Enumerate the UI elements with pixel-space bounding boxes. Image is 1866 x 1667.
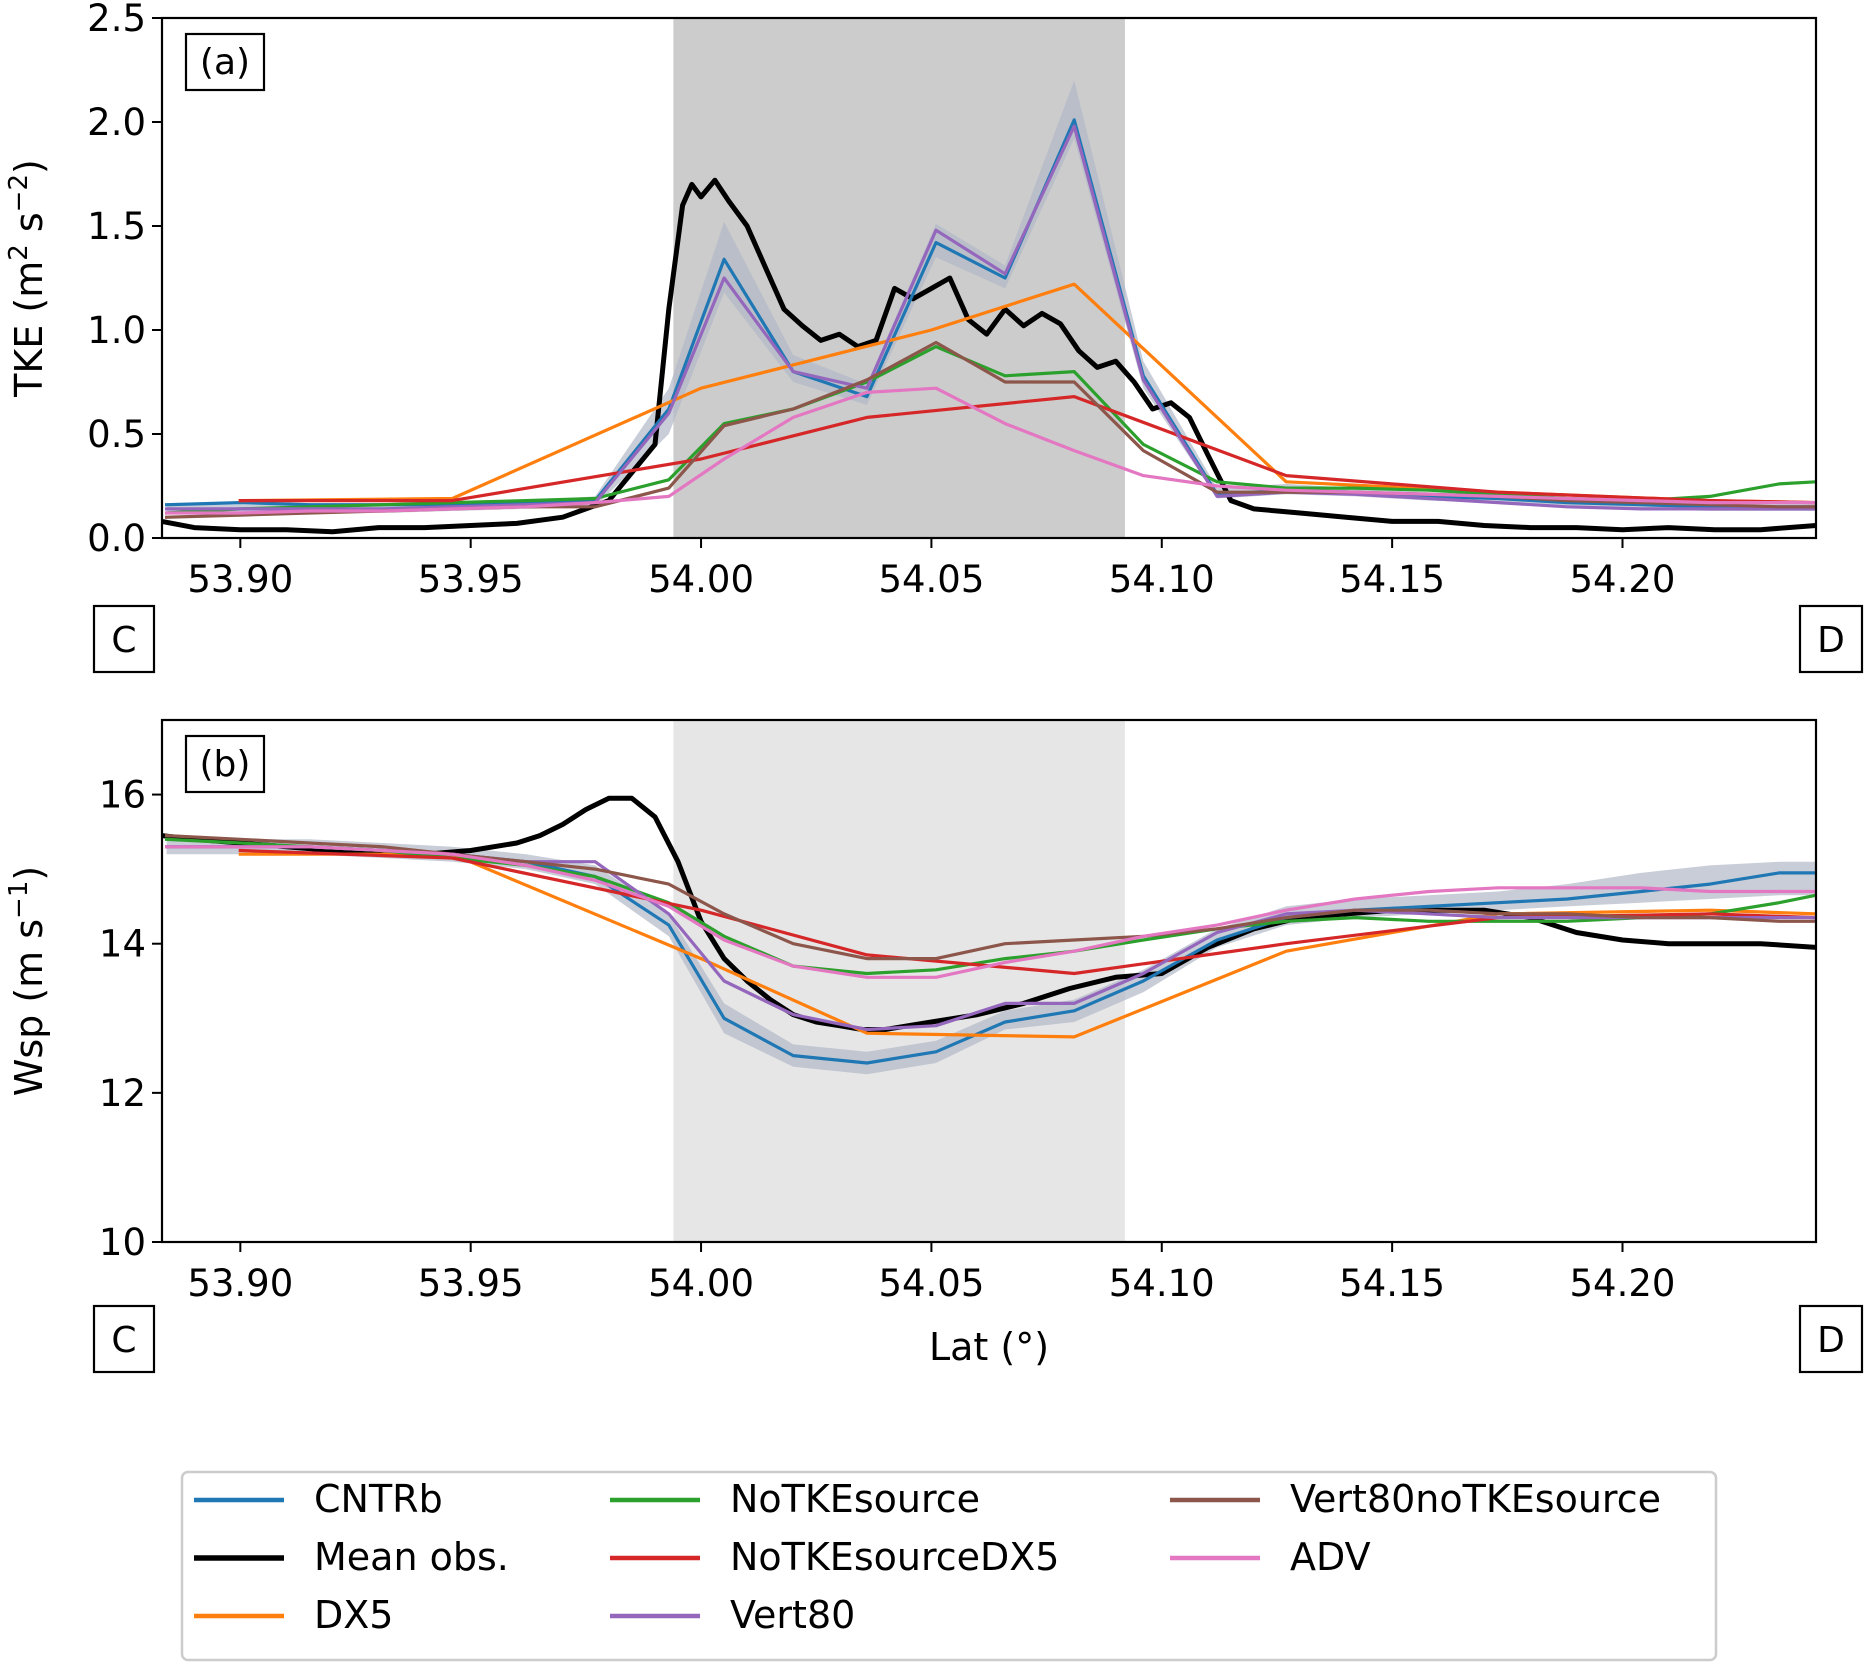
legend-item-mean-obs: Mean obs. (194, 1535, 509, 1579)
x-axis-label-b: Lat (°) (929, 1325, 1049, 1369)
legend-label-dx5: DX5 (314, 1593, 393, 1637)
x-tick-label-b: 54.10 (1109, 1262, 1215, 1305)
series-line-vert80-a (165, 124, 1816, 511)
plot-area-a (162, 18, 1816, 538)
svg-text:(a): (a) (200, 42, 250, 83)
panel-b: 53.90 53.95 54.00 54.05 54.10 54.15 54.20 10 12 1… (4, 718, 1864, 1374)
panel-label-b: (b) (184, 734, 266, 794)
series-line-cntrb-a (164, 118, 1816, 509)
y-axis-label-a: TKE (m2 s−2) (4, 159, 51, 398)
legend-label-vert80notkesource: Vert80noTKEsource (1290, 1477, 1661, 1521)
legend-label-adv: ADV (1290, 1535, 1371, 1579)
panel-a: 53.90 53.95 54.00 54.05 54.10 54.15 54.20 0.0 0.… (4, 0, 1864, 674)
y-tick-label-b: 12 (99, 1072, 146, 1115)
x-tick-label-a: 54.10 (1109, 558, 1215, 601)
corner-label-right-a: D (1798, 604, 1864, 674)
svg-text:C: C (111, 1320, 136, 1361)
corner-label-left-b: C (92, 1304, 156, 1374)
y-tick-label-b: 14 (99, 923, 146, 966)
y-tick-label-b: 10 (99, 1221, 146, 1264)
legend-label-notkesourcedx5: NoTKEsourceDX5 (730, 1535, 1059, 1579)
legend-label-mean-obs: Mean obs. (314, 1535, 509, 1579)
x-tick-label-a: 54.20 (1570, 558, 1676, 601)
legend-item-vert80notkesource: Vert80noTKEsource (1170, 1477, 1661, 1521)
series-line-notkesourcedx5-b (238, 848, 1816, 976)
series-line-mean-obs-a (162, 177, 1816, 535)
legend-label-notkesource: NoTKEsource (730, 1477, 980, 1521)
x-tick-label-a: 54.05 (878, 558, 984, 601)
x-tick-label-b: 54.05 (878, 1262, 984, 1305)
x-tick-label-a: 53.90 (187, 558, 293, 601)
legend-item-vert80: Vert80 (610, 1593, 855, 1637)
legend: CNTRb Mean obs. DX5 NoTKEsource NoTKEsourceD… (180, 1470, 1718, 1662)
y-tick-label-a: 1.5 (87, 205, 146, 248)
y-tick-label-a: 2.0 (87, 101, 146, 144)
legend-label-cntrb: CNTRb (314, 1477, 443, 1521)
uncertainty-band-b (166, 839, 1816, 1075)
x-tick-label-b: 54.20 (1570, 1262, 1676, 1305)
legend-label-vert80: Vert80 (730, 1593, 855, 1637)
svg-text:(b): (b) (200, 744, 251, 785)
x-tick-label-b: 54.15 (1339, 1262, 1445, 1305)
svg-text:C: C (111, 620, 136, 661)
y-tick-label-a: 1.0 (87, 309, 146, 352)
corner-label-right-b: D (1798, 1304, 1864, 1374)
x-tick-label-b: 53.90 (187, 1262, 293, 1305)
y-tick-label-a: 0.5 (87, 413, 146, 456)
legend-item-cntrb: CNTRb (194, 1477, 443, 1521)
series-line-notkesourcedx5-a (238, 395, 1816, 505)
series-line-dx5-b (238, 852, 1816, 1039)
y-tick-label-a: 0.0 (87, 517, 146, 560)
y-axis-label-b: Wsp (m s−1) (4, 866, 51, 1096)
svg-text:D: D (1817, 1320, 1845, 1361)
x-tick-label-a: 53.95 (418, 558, 524, 601)
x-tick-label-b: 54.00 (648, 1262, 754, 1305)
series-line-adv-a (165, 386, 1816, 515)
legend-item-adv: ADV (1170, 1535, 1371, 1579)
legend-item-notkesource: NoTKEsource (610, 1477, 980, 1521)
panel-label-a: (a) (184, 32, 266, 92)
axes-frame-b (160, 718, 1818, 1244)
legend-item-notkesourcedx5: NoTKEsourceDX5 (610, 1535, 1059, 1579)
axes-frame-a (160, 16, 1818, 540)
x-tick-label-a: 54.15 (1339, 558, 1445, 601)
legend-item-dx5: DX5 (194, 1593, 393, 1637)
svg-text:D: D (1817, 620, 1845, 661)
plot-area-b (162, 720, 1816, 1242)
corner-label-left-a: C (92, 604, 156, 674)
x-tick-label-b: 53.95 (418, 1262, 524, 1305)
x-tick-label-a: 54.00 (648, 558, 754, 601)
series-line-adv-b (165, 845, 1816, 979)
shaded-region-b (673, 720, 1125, 1242)
y-tick-label-a: 2.5 (87, 0, 146, 40)
y-tick-label-b: 16 (99, 774, 146, 817)
legend-frame (180, 1470, 1718, 1662)
